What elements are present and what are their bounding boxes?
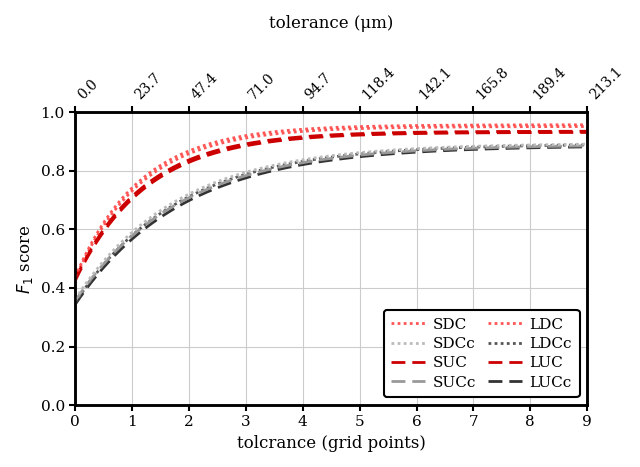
- SDC: [203, 142, 211, 148]
- LUC: [72, 278, 79, 283]
- LUCc: [303, 161, 310, 167]
- Line: LUCc: LUCc: [76, 147, 587, 304]
- Line: SUC: SUC: [76, 131, 587, 279]
- LDC: [583, 124, 591, 129]
- LDC: [373, 125, 381, 131]
- LDC: [303, 128, 310, 134]
- X-axis label: tolerance (μm): tolerance (μm): [269, 15, 394, 32]
- SDCc: [203, 183, 211, 189]
- SDCc: [303, 156, 310, 162]
- LDC: [72, 276, 79, 282]
- X-axis label: tolcrance (grid points): tolcrance (grid points): [237, 435, 426, 452]
- SUC: [583, 128, 591, 134]
- SUC: [72, 276, 79, 282]
- LDCc: [162, 207, 170, 213]
- LUC: [373, 132, 381, 137]
- SDCc: [583, 142, 591, 147]
- Line: LDC: LDC: [76, 127, 587, 279]
- SUCc: [162, 208, 170, 213]
- LDCc: [203, 185, 211, 191]
- LDC: [413, 125, 421, 130]
- SUCc: [413, 148, 421, 154]
- Line: LDCc: LDCc: [76, 145, 587, 303]
- SDC: [72, 274, 79, 280]
- LDC: [457, 124, 465, 130]
- SUC: [413, 129, 421, 135]
- Line: LUC: LUC: [76, 133, 587, 281]
- LDCc: [583, 142, 591, 148]
- SUCc: [457, 146, 465, 151]
- LUCc: [373, 152, 381, 158]
- SDC: [413, 123, 421, 128]
- SDC: [303, 126, 310, 132]
- LUC: [162, 171, 170, 177]
- SDC: [162, 159, 170, 165]
- LDCc: [373, 149, 381, 155]
- LUC: [413, 131, 421, 136]
- SDC: [457, 122, 465, 128]
- LDCc: [413, 147, 421, 152]
- SDCc: [413, 146, 421, 151]
- Y-axis label: $F_1$ score: $F_1$ score: [15, 224, 35, 294]
- LDC: [162, 163, 170, 168]
- SUCc: [373, 151, 381, 156]
- Line: SDC: SDC: [76, 125, 587, 277]
- SDCc: [162, 204, 170, 210]
- SUC: [162, 169, 170, 174]
- SDCc: [373, 149, 381, 154]
- SUC: [457, 129, 465, 134]
- Legend: SDC, SDCc, SUC, SUCc, LDC, LDCc, LUC, LUCc: SDC, SDCc, SUC, SUCc, LDC, LDCc, LUC, LU…: [383, 310, 580, 397]
- SDCc: [72, 296, 79, 302]
- LDC: [203, 144, 211, 150]
- SUC: [303, 134, 310, 139]
- SDCc: [457, 144, 465, 149]
- LUC: [303, 135, 310, 141]
- LUCc: [583, 144, 591, 149]
- LUC: [203, 153, 211, 158]
- SUCc: [303, 159, 310, 165]
- SUCc: [72, 298, 79, 304]
- LUCc: [162, 211, 170, 217]
- LDCc: [72, 300, 79, 305]
- SUC: [203, 150, 211, 156]
- SUC: [373, 130, 381, 136]
- LUC: [583, 130, 591, 135]
- Line: SUCc: SUCc: [76, 146, 587, 301]
- SDC: [583, 122, 591, 127]
- LUCc: [72, 302, 79, 307]
- LDCc: [457, 145, 465, 150]
- LUCc: [203, 189, 211, 195]
- LUC: [457, 130, 465, 136]
- Line: SDCc: SDCc: [76, 144, 587, 299]
- SUCc: [583, 143, 591, 149]
- SDC: [373, 123, 381, 129]
- LDCc: [303, 158, 310, 163]
- LUCc: [413, 149, 421, 155]
- SUCc: [203, 187, 211, 192]
- LUCc: [457, 147, 465, 153]
